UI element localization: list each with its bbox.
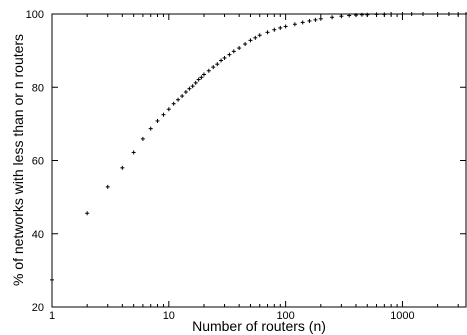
- x-tick-label: 1: [49, 310, 55, 322]
- data-point: [257, 33, 262, 38]
- data-point: [120, 165, 125, 170]
- plot-frame: [51, 13, 467, 308]
- data-point: [105, 184, 110, 189]
- x-axis-label: Number of routers (n): [192, 318, 326, 334]
- data-point: [201, 72, 206, 77]
- data-point: [227, 52, 232, 57]
- data-point: [187, 86, 192, 91]
- data-point: [148, 126, 153, 131]
- data-point: [222, 55, 227, 60]
- data-point: [231, 49, 236, 54]
- x-tick-label: 10: [163, 310, 175, 322]
- data-point: [193, 80, 198, 85]
- data-point: [155, 118, 160, 123]
- data-point: [382, 12, 387, 17]
- x-tick-label: 100: [276, 310, 294, 322]
- data-point: [374, 12, 379, 17]
- data-points: [50, 12, 467, 282]
- data-point: [183, 90, 188, 95]
- data-point: [272, 27, 277, 32]
- data-point: [199, 75, 204, 80]
- data-point: [265, 30, 270, 35]
- data-point: [176, 97, 181, 102]
- data-point: [171, 101, 176, 106]
- axis-ticks: [51, 13, 466, 308]
- y-axis-label: % of networks with less than or n router…: [10, 34, 26, 286]
- data-point: [237, 46, 242, 51]
- data-point: [248, 38, 253, 43]
- data-point: [206, 68, 211, 73]
- data-point: [243, 42, 248, 47]
- data-point: [347, 13, 352, 18]
- data-point: [180, 94, 185, 99]
- y-tick-label: 20: [32, 302, 44, 314]
- data-point: [211, 65, 216, 70]
- data-point: [421, 12, 426, 16]
- data-point: [400, 12, 405, 16]
- data-point: [219, 58, 224, 63]
- data-point: [253, 35, 258, 40]
- y-tick-label: 60: [32, 156, 44, 168]
- y-tick-label: 100: [26, 9, 44, 21]
- tick-labels: 1 10 100 1000 20 40 60 80 100: [26, 9, 415, 322]
- data-point: [409, 12, 414, 16]
- data-point: [365, 12, 370, 17]
- data-point: [389, 12, 394, 16]
- data-point: [307, 18, 312, 23]
- x-tick-label: 1000: [390, 310, 414, 322]
- data-point: [339, 14, 344, 19]
- data-point: [140, 136, 145, 141]
- data-point: [278, 25, 283, 30]
- data-point: [318, 16, 323, 21]
- data-point: [196, 77, 201, 82]
- data-point: [190, 84, 195, 89]
- data-point: [313, 17, 318, 22]
- data-point: [292, 22, 297, 27]
- data-point: [446, 12, 451, 16]
- data-point: [464, 12, 467, 16]
- data-point: [283, 24, 288, 29]
- y-tick-label: 40: [32, 229, 44, 241]
- data-point: [456, 12, 461, 16]
- data-point: [300, 20, 305, 25]
- data-point: [166, 107, 171, 112]
- data-point: [161, 112, 166, 117]
- data-point: [131, 150, 136, 155]
- data-point: [85, 211, 90, 216]
- data-point: [215, 62, 220, 67]
- y-tick-label: 80: [32, 82, 44, 94]
- data-point: [330, 15, 335, 20]
- data-point: [435, 12, 440, 16]
- data-point: [359, 12, 364, 17]
- data-point: [353, 13, 358, 18]
- data-point: [50, 277, 54, 282]
